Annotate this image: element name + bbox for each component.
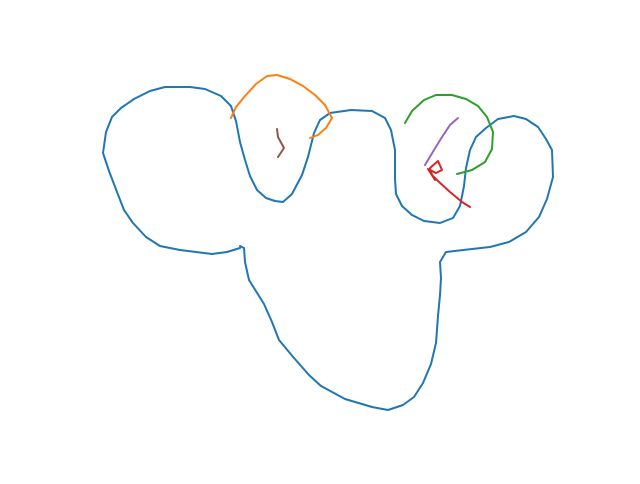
red-scribble-stroke: [427, 160, 471, 208]
blue-outline-stroke: [102, 86, 554, 411]
brown-tick-stroke: [276, 128, 285, 158]
green-arc-stroke: [404, 94, 494, 175]
orange-arc-stroke: [230, 74, 333, 139]
purple-line-stroke: [424, 117, 459, 166]
